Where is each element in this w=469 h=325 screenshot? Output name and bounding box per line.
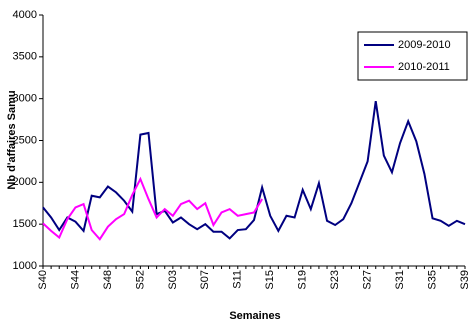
legend-label: 2009-2010 <box>398 39 451 51</box>
series-line <box>42 176 263 241</box>
x-axis-label: Semaines <box>229 310 280 322</box>
x-tick-label: S48 <box>102 270 114 290</box>
x-tick-label: S15 <box>264 270 276 290</box>
x-tick-label: S11 <box>232 270 244 289</box>
y-tick-label: 3000 <box>13 93 37 105</box>
x-tick-label: S35 <box>426 270 438 290</box>
series-line <box>42 101 466 240</box>
y-tick-label: 2500 <box>13 134 37 146</box>
y-tick-label: 3500 <box>13 51 37 63</box>
y-tick-label: 1500 <box>13 218 37 230</box>
legend-label: 2010-2011 <box>398 61 450 73</box>
x-tick-label: S31 <box>394 270 406 290</box>
x-tick-label: S27 <box>362 270 374 290</box>
x-tick-label: S07 <box>199 270 211 290</box>
x-tick-label: S44 <box>69 270 81 290</box>
legend-box <box>357 31 468 81</box>
x-tick-label: S19 <box>297 270 309 290</box>
x-tick-label: S40 <box>37 270 49 290</box>
y-tick-label: 2000 <box>13 176 37 188</box>
x-tick-label: S03 <box>167 270 179 290</box>
x-tick-label: S39 <box>459 270 469 290</box>
x-tick-label: S23 <box>329 270 341 290</box>
y-tick-label: 1000 <box>13 260 37 272</box>
x-tick-label: S52 <box>134 270 146 290</box>
y-axis-label: Nb d'affaires Samu <box>6 90 18 189</box>
y-tick-label: 4000 <box>13 9 37 21</box>
